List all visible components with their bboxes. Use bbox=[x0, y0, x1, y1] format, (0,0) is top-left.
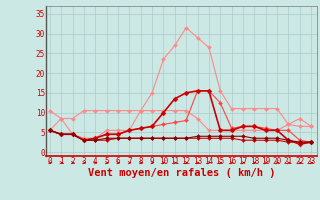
X-axis label: Vent moyen/en rafales ( km/h ): Vent moyen/en rafales ( km/h ) bbox=[88, 168, 275, 178]
